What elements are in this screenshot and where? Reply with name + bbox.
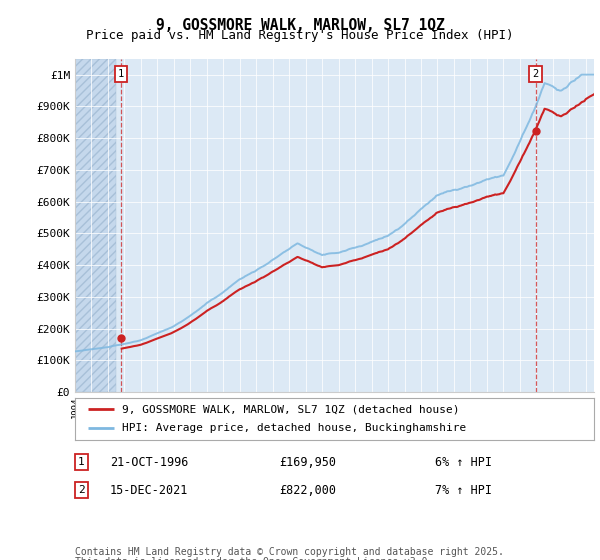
- Text: 15-DEC-2021: 15-DEC-2021: [110, 483, 188, 497]
- Text: 9, GOSSMORE WALK, MARLOW, SL7 1QZ: 9, GOSSMORE WALK, MARLOW, SL7 1QZ: [155, 18, 445, 33]
- Text: 7% ↑ HPI: 7% ↑ HPI: [435, 483, 492, 497]
- Text: £169,950: £169,950: [279, 455, 336, 469]
- Text: 1: 1: [78, 457, 85, 467]
- Text: This data is licensed under the Open Government Licence v3.0.: This data is licensed under the Open Gov…: [75, 557, 433, 560]
- Text: Contains HM Land Registry data © Crown copyright and database right 2025.: Contains HM Land Registry data © Crown c…: [75, 547, 504, 557]
- Text: Price paid vs. HM Land Registry's House Price Index (HPI): Price paid vs. HM Land Registry's House …: [86, 29, 514, 42]
- Text: 21-OCT-1996: 21-OCT-1996: [110, 455, 188, 469]
- Text: 2: 2: [532, 69, 539, 79]
- Text: 9, GOSSMORE WALK, MARLOW, SL7 1QZ (detached house): 9, GOSSMORE WALK, MARLOW, SL7 1QZ (detac…: [122, 404, 459, 414]
- Text: 1: 1: [118, 69, 124, 79]
- Text: £822,000: £822,000: [279, 483, 336, 497]
- Text: HPI: Average price, detached house, Buckinghamshire: HPI: Average price, detached house, Buck…: [122, 423, 466, 433]
- Text: 2: 2: [78, 485, 85, 495]
- Bar: [75, 59, 116, 392]
- Text: 6% ↑ HPI: 6% ↑ HPI: [435, 455, 492, 469]
